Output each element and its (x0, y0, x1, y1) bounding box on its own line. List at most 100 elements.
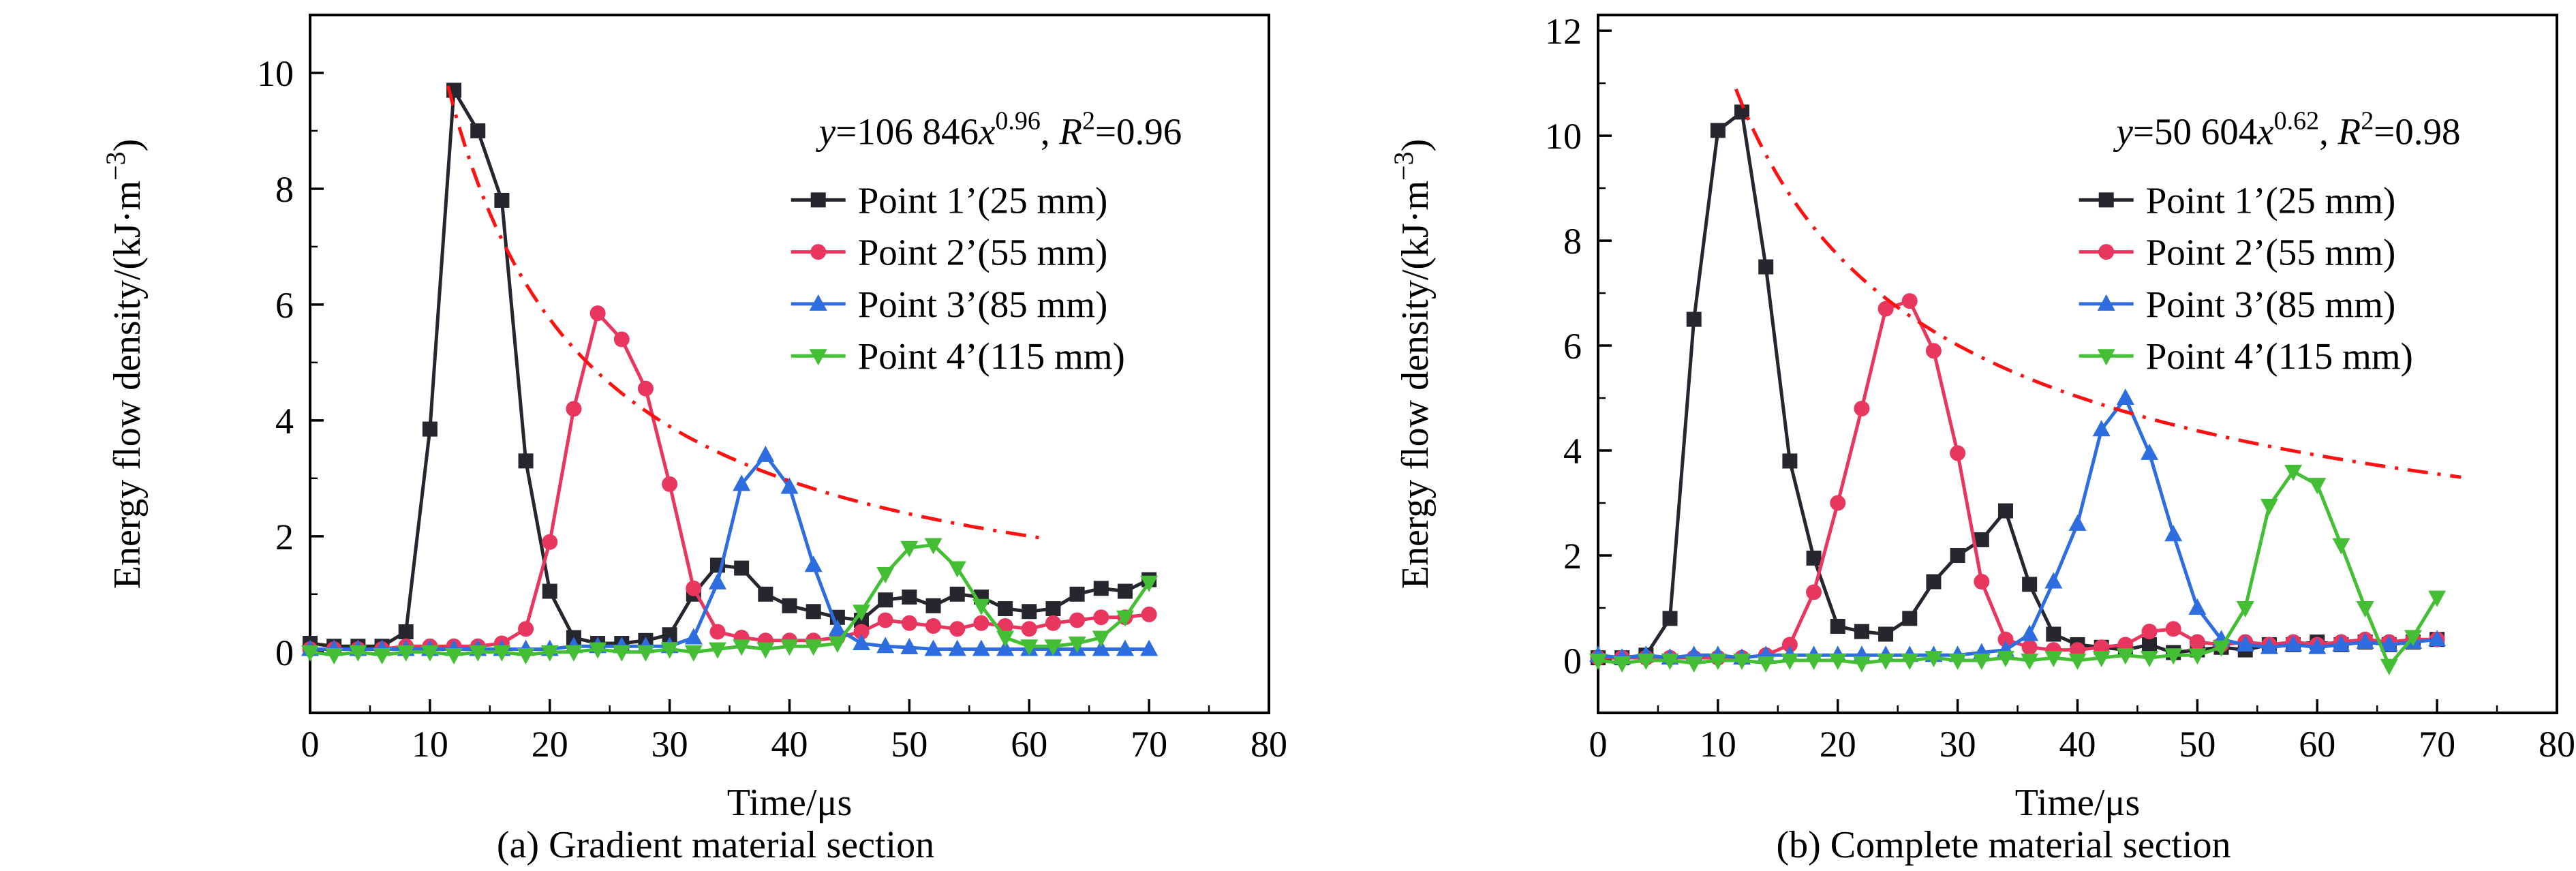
data-marker (2046, 626, 2061, 642)
legend-label: Point 2’(55 mm) (858, 232, 1108, 273)
data-marker (2142, 637, 2158, 652)
data-marker (1141, 607, 1157, 623)
data-marker (2021, 639, 2038, 656)
data-marker (637, 645, 655, 662)
x-tick-label: 20 (1820, 724, 1856, 765)
data-marker (828, 637, 846, 654)
data-marker (1734, 104, 1750, 120)
data-marker (2021, 624, 2039, 641)
data-marker (1877, 654, 1895, 671)
x-tick-label: 40 (2059, 724, 2096, 765)
data-marker (1781, 637, 1798, 653)
data-marker (878, 592, 893, 608)
data-marker (2164, 525, 2183, 542)
data-marker (1757, 656, 1775, 673)
data-marker (925, 598, 941, 613)
legend-item: Point 2’(55 mm) (2079, 232, 2395, 273)
x-tick-label: 10 (1700, 724, 1736, 765)
data-marker (2332, 538, 2350, 555)
data-marker (1116, 610, 1134, 627)
data-marker (810, 244, 827, 260)
data-marker (900, 540, 919, 557)
data-marker (613, 645, 631, 662)
x-tick-label: 70 (1131, 724, 1167, 765)
chart-b-figure: 0 10 20 30 40 50 60 70 80 0 2 4 6 8 10 12 Time/μs Energy … (1288, 0, 2576, 871)
legend-item: Point 3’(85 mm) (791, 284, 1108, 325)
data-marker (566, 401, 582, 417)
legend-label: Point 1’(25 mm) (2146, 179, 2396, 221)
data-marker (2141, 651, 2159, 668)
data-marker (662, 476, 678, 492)
data-marker (925, 618, 942, 635)
data-marker (1045, 601, 1061, 617)
data-marker (2098, 244, 2115, 260)
data-marker (1589, 654, 1607, 671)
data-marker (972, 639, 990, 656)
data-marker (2068, 654, 2087, 671)
x-tick-label: 0 (1589, 724, 1608, 765)
legend-item: Point 3’(85 mm) (2079, 284, 2395, 325)
data-marker (900, 637, 919, 654)
data-marker (708, 572, 726, 590)
legend: Point 1’(25 mm) Point 2’(55 mm) Point 3’(8… (791, 179, 1125, 377)
data-marker (469, 645, 487, 662)
y-axis: 0 2 4 6 8 10 (257, 53, 324, 673)
data-marker (684, 645, 703, 662)
data-marker (1781, 654, 1799, 671)
data-marker (972, 598, 990, 615)
y-axis-title: Energy flow density/(kJ·m−3) (1388, 139, 1437, 590)
data-marker (540, 645, 559, 662)
data-marker (1972, 654, 1991, 671)
data-marker (2141, 624, 2158, 640)
legend-label: Point 4’(115 mm) (2146, 335, 2413, 377)
data-marker (949, 621, 966, 637)
fit-curve (1734, 88, 2462, 479)
data-marker (1805, 654, 1823, 671)
data-marker (1044, 639, 1062, 656)
y-tick-label: 2 (1563, 536, 1582, 577)
data-marker (780, 639, 799, 656)
data-marker (684, 628, 703, 645)
data-marker (996, 639, 1015, 656)
x-tick-label: 10 (412, 724, 448, 765)
data-marker (2022, 577, 2038, 592)
data-marker (804, 639, 823, 656)
legend-item: Point 1’(25 mm) (791, 179, 1107, 221)
data-marker (1852, 656, 1871, 673)
x-tick-label: 20 (532, 724, 568, 765)
data-marker (1093, 581, 1109, 596)
data-marker (373, 648, 391, 665)
data-marker (853, 605, 871, 622)
x-tick-label: 80 (2539, 724, 2575, 765)
data-marker (1925, 651, 1943, 668)
data-marker (1708, 654, 1727, 671)
chart-b-caption: (b) Complete material section (1776, 824, 2231, 866)
annotation-text: y=50 604x0.62, R2=0.98 (2113, 106, 2461, 152)
data-marker (924, 639, 942, 656)
data-marker (1902, 611, 1918, 626)
data-marker (1022, 604, 1037, 620)
chart-b-canvas: 0 10 20 30 40 50 60 70 80 0 2 4 6 8 10 12 Time/μs Energy … (1388, 11, 2575, 824)
data-marker (1974, 532, 1989, 547)
data-marker (948, 561, 966, 578)
y-tick-label: 6 (275, 285, 294, 326)
data-marker (301, 645, 319, 662)
series-line (1597, 396, 2438, 660)
data-marker (853, 624, 870, 640)
data-marker (564, 645, 583, 662)
data-marker (1092, 630, 1110, 647)
data-marker (518, 621, 534, 637)
data-marker (397, 645, 415, 662)
data-marker (1140, 639, 1159, 656)
data-marker (756, 642, 775, 659)
data-marker (973, 615, 990, 631)
data-marker (949, 586, 965, 602)
data-marker (1926, 574, 1942, 590)
legend-label: Point 3’(85 mm) (858, 284, 1108, 325)
data-marker (1116, 639, 1134, 656)
legend-item: Point 4’(115 mm) (2079, 335, 2413, 377)
x-tick-label: 0 (301, 724, 320, 765)
y-tick-label: 6 (1563, 326, 1582, 367)
data-marker (708, 642, 726, 659)
